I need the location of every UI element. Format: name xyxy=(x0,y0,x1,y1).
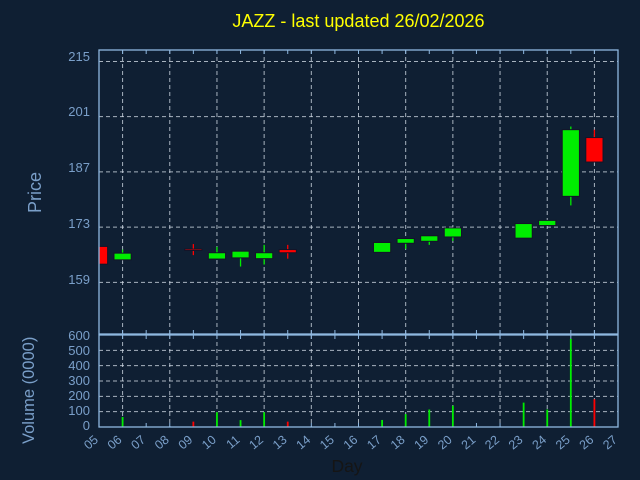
svg-text:173: 173 xyxy=(68,216,90,231)
svg-text:JAZZ - last updated 26/02/2026: JAZZ - last updated 26/02/2026 xyxy=(232,11,484,31)
svg-text:Price: Price xyxy=(25,172,45,213)
svg-text:500: 500 xyxy=(68,343,90,358)
svg-text:159: 159 xyxy=(68,272,90,287)
svg-text:100: 100 xyxy=(68,403,90,418)
svg-text:600: 600 xyxy=(68,328,90,343)
svg-text:215: 215 xyxy=(68,49,90,64)
svg-text:Day: Day xyxy=(331,456,362,476)
svg-text:Volume (0000): Volume (0000) xyxy=(20,337,38,444)
svg-text:200: 200 xyxy=(68,388,90,403)
svg-text:300: 300 xyxy=(68,373,90,388)
svg-text:187: 187 xyxy=(68,160,90,175)
svg-text:201: 201 xyxy=(68,104,90,119)
svg-text:0: 0 xyxy=(83,418,90,433)
svg-text:400: 400 xyxy=(68,358,90,373)
